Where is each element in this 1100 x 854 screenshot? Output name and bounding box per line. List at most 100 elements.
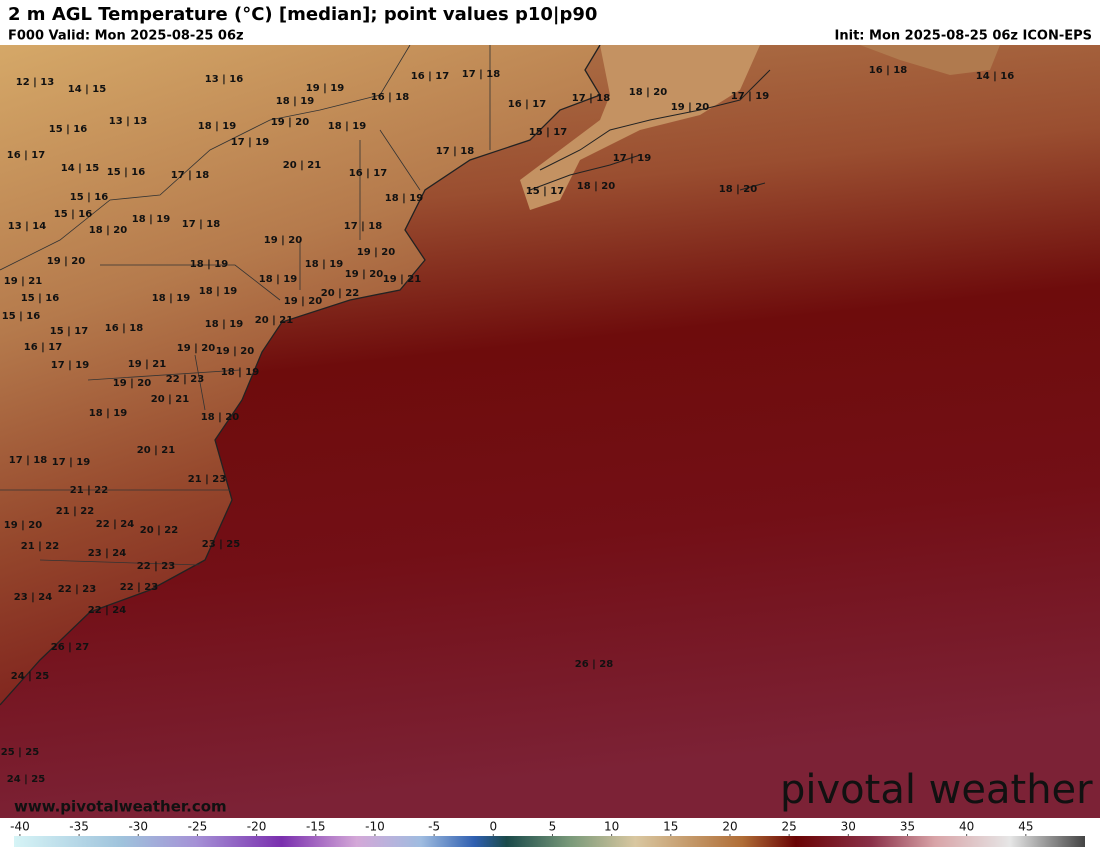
point-value: 15 | 16: [107, 167, 145, 178]
point-value: 23 | 24: [88, 548, 126, 559]
point-value: 22 | 23: [58, 584, 96, 595]
point-value: 16 | 18: [105, 323, 143, 334]
colorbar-tick-label: 45: [1018, 820, 1033, 834]
point-value: 20 | 21: [137, 445, 175, 456]
point-value: 17 | 18: [344, 221, 382, 232]
title: 2 m AGL Temperature (°C) [median]; point…: [8, 4, 597, 25]
point-value: 18 | 19: [328, 121, 366, 132]
colorbar-ramp: [14, 836, 1085, 847]
point-value: 21 | 23: [188, 474, 226, 485]
point-value: 19 | 20: [47, 256, 85, 267]
point-value: 14 | 16: [976, 71, 1014, 82]
coastline: [0, 44, 601, 706]
point-value: 19 | 20: [345, 269, 383, 280]
point-value: 21 | 22: [21, 541, 59, 552]
point-value: 15 | 17: [50, 326, 88, 337]
point-value: 16 | 17: [349, 168, 387, 179]
point-value: 17 | 18: [182, 219, 220, 230]
point-value: 18 | 19: [199, 286, 237, 297]
point-value: 19 | 20: [177, 343, 215, 354]
point-value: 26 | 27: [51, 642, 89, 653]
colorbar-tick-label: -40: [10, 820, 30, 834]
point-value: 21 | 22: [70, 485, 108, 496]
point-value: 23 | 25: [202, 539, 240, 550]
point-value: 16 | 17: [411, 71, 449, 82]
point-value: 23 | 24: [14, 592, 52, 603]
coastline-ns: [529, 69, 771, 191]
point-value: 15 | 16: [54, 209, 92, 220]
point-value: 25 | 25: [1, 747, 39, 758]
point-value: 18 | 19: [259, 274, 297, 285]
point-value: 19 | 19: [306, 83, 344, 94]
header-bg: [0, 0, 1100, 45]
valid-time: F000 Valid: Mon 2025-08-25 06z: [8, 29, 244, 44]
url: www.pivotalweather.com: [14, 798, 227, 816]
point-value: 14 | 15: [61, 163, 99, 174]
point-value: 22 | 24: [88, 605, 126, 616]
point-value: 14 | 15: [68, 84, 106, 95]
point-value: 18 | 20: [719, 184, 757, 195]
point-value: 17 | 18: [9, 455, 47, 466]
colorbar-tick-label: -15: [306, 820, 326, 834]
point-value: 17 | 18: [171, 170, 209, 181]
point-value: 15 | 16: [49, 124, 87, 135]
land: [0, 45, 600, 705]
point-value: 18 | 19: [132, 214, 170, 225]
point-value: 18 | 20: [201, 412, 239, 423]
colorbar-tick-label: 35: [900, 820, 915, 834]
point-value: 13 | 16: [205, 74, 243, 85]
point-value: 16 | 18: [371, 92, 409, 103]
point-value: 18 | 19: [205, 319, 243, 330]
point-value: 20 | 21: [283, 160, 321, 171]
point-value: 15 | 16: [70, 192, 108, 203]
point-value: 20 | 21: [151, 394, 189, 405]
point-value: 17 | 19: [52, 457, 90, 468]
point-value: 18 | 19: [305, 259, 343, 270]
point-value: 17 | 19: [731, 91, 769, 102]
colorbar-tick-label: -20: [247, 820, 267, 834]
point-value: 19 | 20: [4, 520, 42, 531]
point-value: 21 | 22: [56, 506, 94, 517]
point-value: 18 | 20: [89, 225, 127, 236]
point-value: 20 | 21: [255, 315, 293, 326]
point-value: 18 | 19: [152, 293, 190, 304]
point-value: 18 | 20: [629, 87, 667, 98]
point-value: 22 | 23: [137, 561, 175, 572]
point-value: 15 | 17: [526, 186, 564, 197]
point-value: 22 | 23: [166, 374, 204, 385]
point-value: 13 | 13: [109, 116, 147, 127]
point-value: 19 | 20: [357, 247, 395, 258]
colorbar-tick-label: -10: [365, 820, 385, 834]
point-value: 12 | 13: [16, 77, 54, 88]
colorbar-tick-label: -5: [428, 820, 440, 834]
logo: pivotal weather: [780, 767, 1093, 813]
point-value: 17 | 18: [572, 93, 610, 104]
init-time: Init: Mon 2025-08-25 06z ICON-EPS: [835, 29, 1092, 44]
point-value: 24 | 25: [7, 774, 45, 785]
point-value: 19 | 20: [271, 117, 309, 128]
point-value: 19 | 20: [216, 346, 254, 357]
point-value: 17 | 19: [231, 137, 269, 148]
maritimes: [520, 45, 760, 210]
colorbar-tick-label: 40: [959, 820, 974, 834]
point-value: 15 | 16: [2, 311, 40, 322]
point-value: 26 | 28: [575, 659, 613, 670]
point-value: 18 | 20: [577, 181, 615, 192]
point-value: 19 | 21: [4, 276, 42, 287]
point-value: 18 | 19: [198, 121, 236, 132]
colorbar-tick-label: 15: [663, 820, 678, 834]
point-value: 19 | 20: [284, 296, 322, 307]
colorbar-tick-label: 20: [722, 820, 737, 834]
point-value: 16 | 18: [869, 65, 907, 76]
point-value: 15 | 17: [529, 127, 567, 138]
colorbar: -40 -35 -30 -25 -20 -15 -10 -5 0 5 10 15 20 25 30 35 40 4…: [10, 820, 1085, 847]
point-value: 19 | 20: [113, 378, 151, 389]
point-value: 18 | 19: [276, 96, 314, 107]
point-value: 18 | 19: [221, 367, 259, 378]
point-value: 17 | 19: [51, 360, 89, 371]
point-value: 18 | 19: [89, 408, 127, 419]
point-value: 18 | 19: [190, 259, 228, 270]
colorbar-tick-label: 10: [604, 820, 619, 834]
